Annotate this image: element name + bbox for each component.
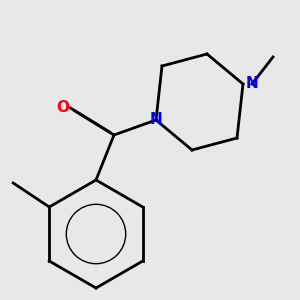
Text: N: N <box>246 76 258 92</box>
Text: O: O <box>56 100 70 116</box>
Text: N: N <box>150 112 162 128</box>
